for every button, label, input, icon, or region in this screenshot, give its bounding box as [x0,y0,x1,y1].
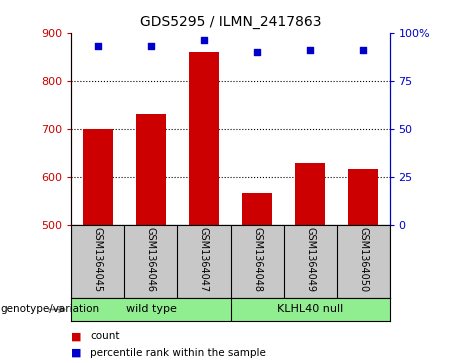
Text: genotype/variation: genotype/variation [0,305,99,314]
Text: GSM1364048: GSM1364048 [252,227,262,292]
Bar [136,114,165,225]
Text: count: count [90,331,119,341]
Text: GSM1364046: GSM1364046 [146,227,156,292]
Text: percentile rank within the sample: percentile rank within the sample [90,347,266,358]
Title: GDS5295 / ILMN_2417863: GDS5295 / ILMN_2417863 [140,15,321,29]
Point [254,49,261,55]
Text: ■: ■ [71,331,82,341]
Point [200,37,207,43]
Text: GSM1364045: GSM1364045 [93,227,103,292]
Bar [349,169,378,225]
Text: KLHL40 null: KLHL40 null [277,305,343,314]
Text: ■: ■ [71,347,82,358]
Bar [242,193,272,225]
Point [359,47,366,53]
Bar [83,129,112,225]
Point [306,47,313,53]
Text: GSM1364047: GSM1364047 [199,227,209,292]
Text: GSM1364050: GSM1364050 [358,227,368,292]
Text: GSM1364049: GSM1364049 [305,227,315,292]
Bar [189,52,219,225]
Bar [296,163,325,225]
Point [94,43,101,49]
Point [148,43,155,49]
Text: wild type: wild type [125,305,177,314]
